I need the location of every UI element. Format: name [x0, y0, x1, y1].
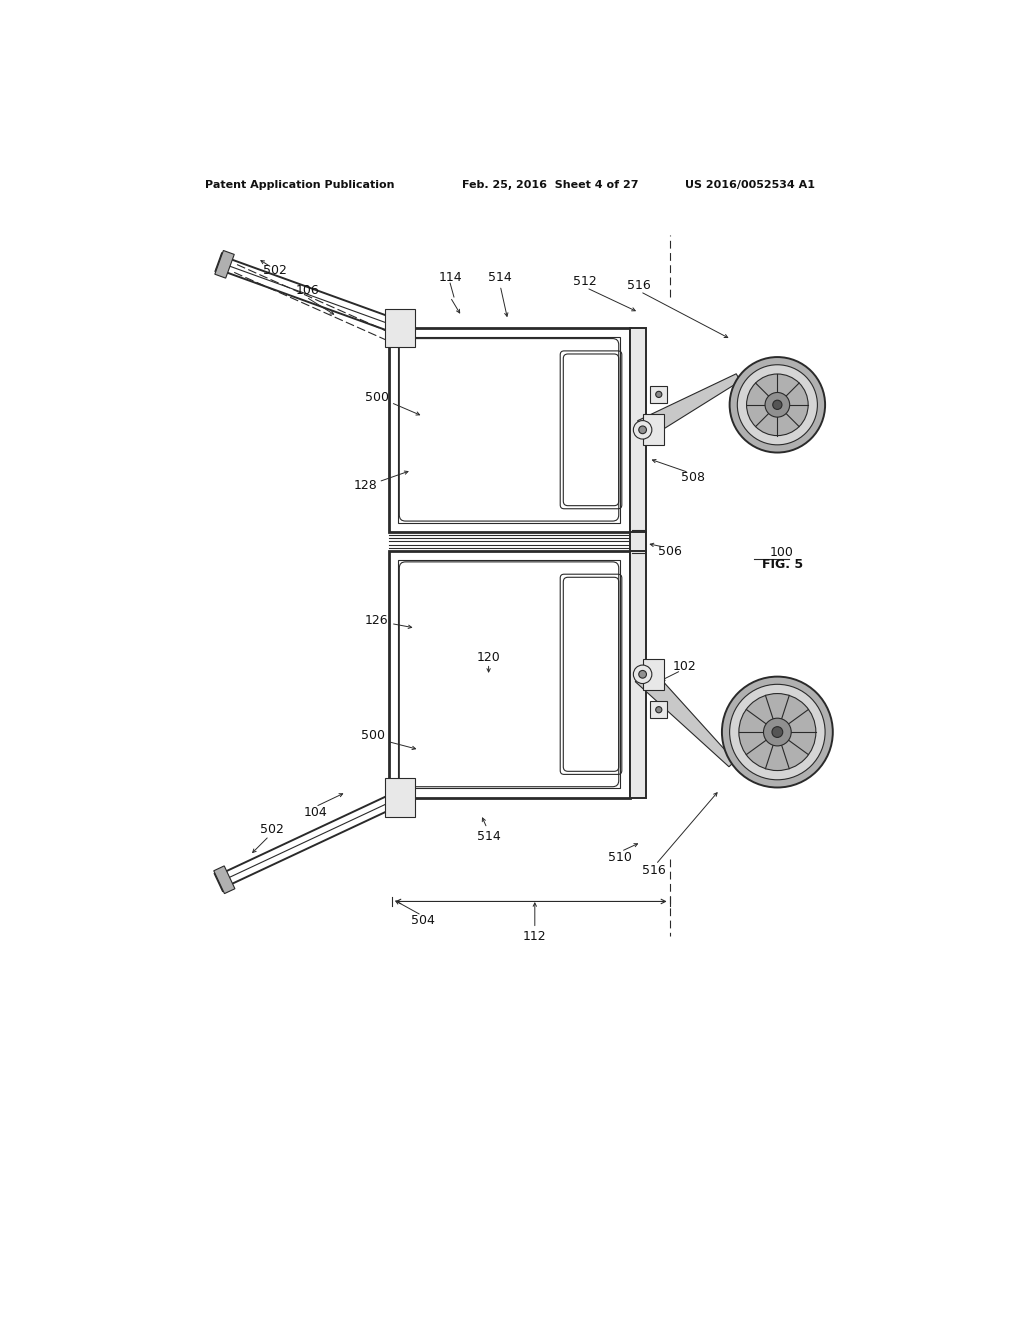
- Text: 512: 512: [573, 275, 597, 288]
- Polygon shape: [635, 667, 735, 767]
- Text: 514: 514: [488, 271, 512, 284]
- Circle shape: [739, 693, 816, 771]
- Circle shape: [655, 391, 662, 397]
- Text: 112: 112: [523, 929, 547, 942]
- Text: 500: 500: [360, 730, 385, 742]
- Bar: [385, 309, 416, 347]
- Circle shape: [765, 392, 790, 417]
- Text: 510: 510: [607, 851, 632, 865]
- Bar: [388, 327, 630, 532]
- Bar: [643, 414, 665, 445]
- Polygon shape: [214, 866, 234, 894]
- Text: 502: 502: [263, 264, 288, 277]
- Text: 508: 508: [681, 471, 705, 484]
- Bar: [630, 327, 646, 797]
- Text: Feb. 25, 2016  Sheet 4 of 27: Feb. 25, 2016 Sheet 4 of 27: [462, 181, 638, 190]
- Text: 500: 500: [365, 391, 388, 404]
- Circle shape: [730, 358, 825, 453]
- Text: US 2016/0052534 A1: US 2016/0052534 A1: [685, 181, 815, 190]
- Circle shape: [722, 677, 833, 788]
- Text: 506: 506: [657, 545, 682, 557]
- Text: 516: 516: [642, 865, 666, 878]
- Circle shape: [730, 684, 825, 780]
- Circle shape: [764, 718, 792, 746]
- Text: 102: 102: [673, 660, 697, 673]
- Circle shape: [655, 706, 662, 713]
- Bar: [385, 779, 416, 817]
- Bar: [388, 552, 630, 797]
- Circle shape: [773, 400, 782, 409]
- Text: 504: 504: [412, 915, 435, 927]
- Text: 514: 514: [477, 829, 501, 842]
- Bar: [650, 701, 668, 718]
- Bar: [397, 560, 621, 788]
- Text: 516: 516: [627, 279, 650, 292]
- Polygon shape: [638, 374, 740, 440]
- Polygon shape: [215, 251, 234, 279]
- Text: 104: 104: [303, 807, 328, 820]
- Text: 126: 126: [365, 614, 388, 627]
- Circle shape: [746, 374, 808, 436]
- Text: 100: 100: [769, 546, 794, 560]
- Circle shape: [772, 726, 782, 738]
- Text: 128: 128: [353, 479, 377, 492]
- Bar: [650, 385, 668, 403]
- Text: Patent Application Publication: Patent Application Publication: [205, 181, 394, 190]
- Circle shape: [639, 671, 646, 678]
- Bar: [397, 337, 621, 523]
- Text: 120: 120: [477, 651, 501, 664]
- Circle shape: [737, 364, 817, 445]
- Bar: [643, 659, 665, 689]
- Circle shape: [639, 426, 646, 434]
- Text: 502: 502: [259, 824, 284, 837]
- Text: 106: 106: [296, 284, 319, 297]
- Circle shape: [634, 421, 652, 440]
- Circle shape: [634, 665, 652, 684]
- Text: FIG. 5: FIG. 5: [762, 558, 803, 572]
- Text: 114: 114: [438, 271, 462, 284]
